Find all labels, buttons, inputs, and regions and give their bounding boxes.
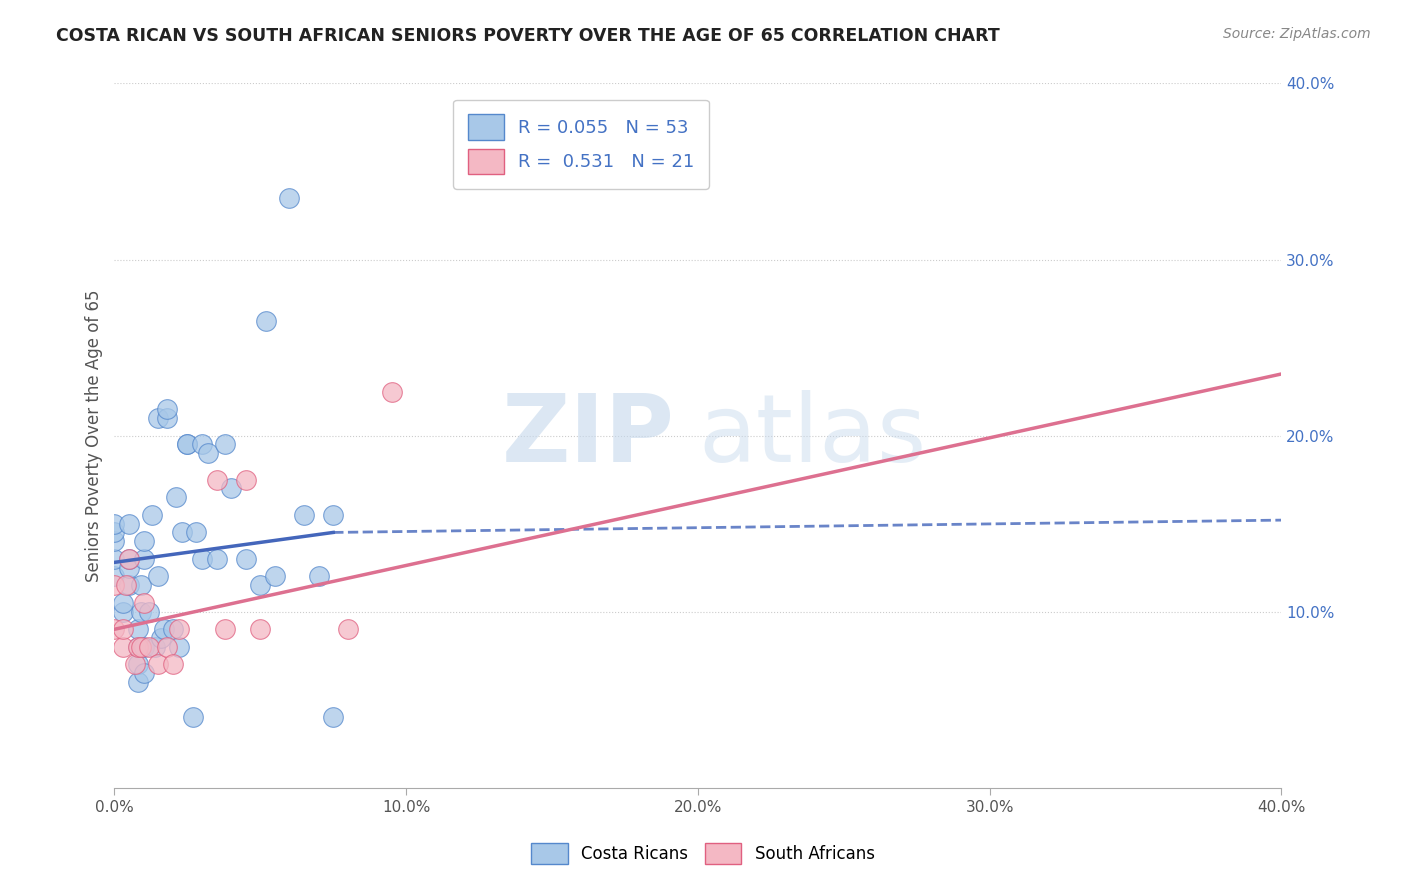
Point: [278, 191, 301, 205]
Point: [249, 622, 271, 636]
Point: [143, 640, 166, 654]
Point: [165, 490, 187, 504]
Point: [167, 622, 190, 636]
Point: [162, 657, 184, 672]
Point: [181, 710, 204, 724]
Text: COSTA RICAN VS SOUTH AFRICAN SENIORS POVERTY OVER THE AGE OF 65 CORRELATION CHAR: COSTA RICAN VS SOUTH AFRICAN SENIORS POV…: [56, 27, 1000, 45]
Point: [191, 552, 214, 566]
Legend: R = 0.055   N = 53, R =  0.531   N = 21: R = 0.055 N = 53, R = 0.531 N = 21: [453, 100, 709, 188]
Point: [322, 508, 344, 522]
Point: [118, 552, 141, 566]
Point: [103, 534, 125, 549]
Point: [308, 569, 330, 583]
Point: [103, 622, 125, 636]
Point: [176, 437, 198, 451]
Point: [197, 446, 219, 460]
Point: [127, 675, 149, 690]
Point: [112, 605, 135, 619]
Point: [112, 622, 135, 636]
Point: [127, 640, 149, 654]
Point: [235, 473, 257, 487]
Point: [118, 560, 141, 574]
Point: [132, 552, 155, 566]
Point: [129, 578, 152, 592]
Point: [176, 437, 198, 451]
Point: [219, 482, 242, 496]
Point: [127, 657, 149, 672]
Point: [103, 569, 125, 583]
Point: [336, 622, 359, 636]
Point: [191, 437, 214, 451]
Point: [127, 622, 149, 636]
Point: [184, 525, 207, 540]
Text: ZIP: ZIP: [502, 390, 675, 482]
Legend: Costa Ricans, South Africans: Costa Ricans, South Africans: [524, 837, 882, 871]
Point: [138, 640, 160, 654]
Point: [112, 640, 135, 654]
Point: [254, 314, 277, 328]
Point: [103, 516, 125, 531]
Point: [103, 552, 125, 566]
Point: [322, 710, 344, 724]
Point: [118, 552, 141, 566]
Point: [129, 605, 152, 619]
Point: [263, 569, 285, 583]
Point: [103, 525, 125, 540]
Y-axis label: Seniors Poverty Over the Age of 65: Seniors Poverty Over the Age of 65: [86, 289, 103, 582]
Point: [249, 578, 271, 592]
Text: Source: ZipAtlas.com: Source: ZipAtlas.com: [1223, 27, 1371, 41]
Point: [115, 578, 138, 592]
Point: [132, 534, 155, 549]
Point: [235, 552, 257, 566]
Point: [170, 525, 193, 540]
Point: [156, 402, 179, 417]
Point: [146, 411, 169, 425]
Point: [156, 640, 179, 654]
Point: [118, 516, 141, 531]
Point: [167, 640, 190, 654]
Point: [103, 578, 125, 592]
Point: [205, 473, 228, 487]
Point: [138, 605, 160, 619]
Point: [292, 508, 315, 522]
Point: [132, 666, 155, 681]
Point: [156, 411, 179, 425]
Point: [146, 657, 169, 672]
Point: [162, 622, 184, 636]
Point: [380, 384, 402, 399]
Point: [214, 437, 236, 451]
Point: [132, 596, 155, 610]
Point: [127, 640, 149, 654]
Point: [214, 622, 236, 636]
Point: [132, 640, 155, 654]
Point: [129, 640, 152, 654]
Point: [112, 596, 135, 610]
Text: atlas: atlas: [697, 390, 927, 482]
Point: [146, 569, 169, 583]
Point: [205, 552, 228, 566]
Point: [153, 622, 176, 636]
Point: [118, 578, 141, 592]
Point: [141, 508, 163, 522]
Point: [124, 657, 146, 672]
Point: [150, 631, 173, 645]
